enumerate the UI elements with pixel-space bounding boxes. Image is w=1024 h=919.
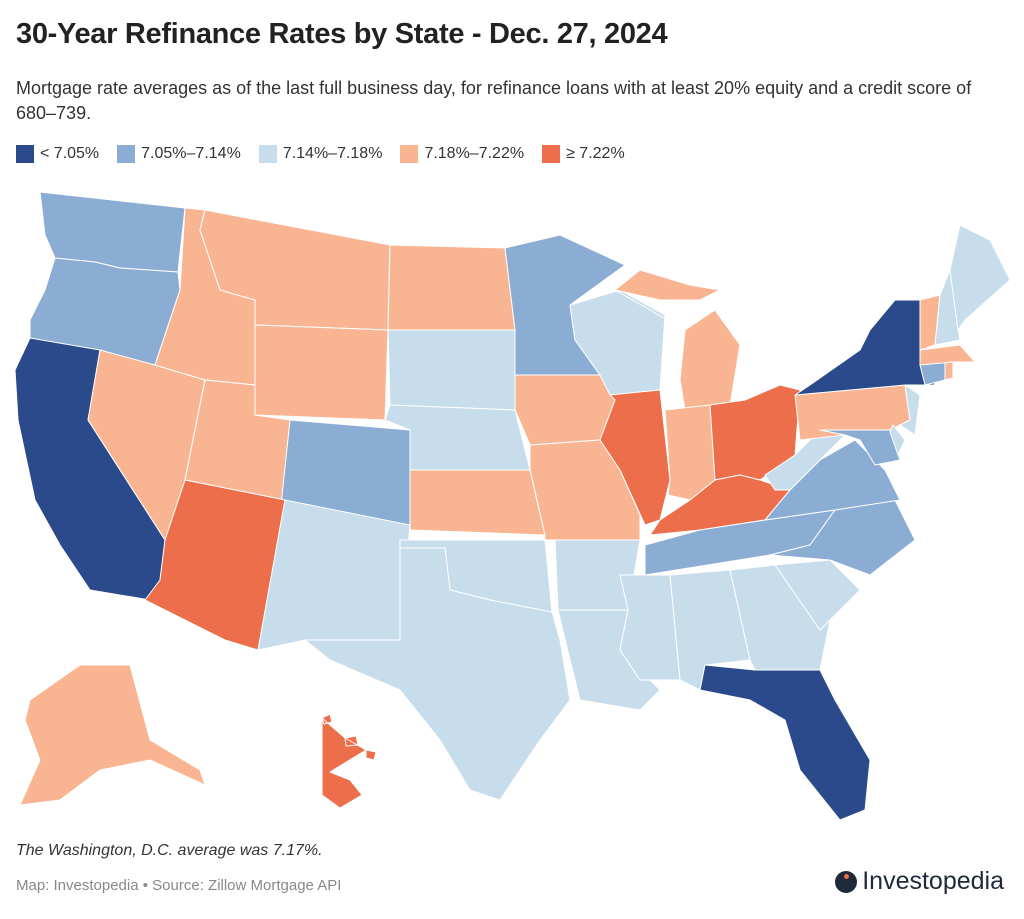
state-ma: [919, 344, 976, 366]
chart-title: 30-Year Refinance Rates by State - Dec. …: [16, 18, 668, 50]
legend-swatch: [400, 145, 419, 163]
state-mi: [614, 269, 741, 411]
us-state-map: [14, 191, 1011, 821]
state-wy: [254, 324, 389, 421]
legend: < 7.05% 7.05%–7.14% 7.14%–7.18% 7.18%–7.…: [16, 145, 625, 163]
state-nm: [257, 499, 411, 651]
state-sc: [774, 559, 861, 631]
state-ny: [794, 299, 936, 396]
state-ks: [409, 469, 546, 536]
state-il: [599, 389, 671, 526]
legend-label: 7.18%–7.22%: [424, 145, 525, 162]
legend-item: 7.18%–7.22%: [400, 145, 524, 163]
legend-label: 7.05%–7.14%: [141, 145, 241, 162]
logo-text: Investopedia: [862, 867, 1004, 895]
investopedia-logo: Investopedia: [835, 867, 1004, 896]
source-credit: Map: Investopedia • Source: Zillow Mortg…: [16, 877, 342, 894]
legend-label: < 7.05%: [40, 145, 100, 162]
legend-swatch: [542, 145, 561, 163]
state-nc: [769, 499, 916, 576]
legend-swatch: [16, 145, 34, 163]
state-nh: [934, 269, 961, 346]
state-md: [819, 429, 901, 466]
dc-note: The Washington, D.C. average was 7.17%.: [16, 842, 323, 859]
state-nj: [899, 384, 921, 436]
state-fl: [699, 664, 871, 821]
legend-swatch: [258, 145, 277, 163]
state-tx: [304, 547, 571, 801]
state-ak: [19, 664, 206, 806]
state-ia: [514, 374, 616, 446]
legend-swatch: [117, 145, 136, 163]
state-de: [889, 424, 906, 456]
legend-item: 7.05%–7.14%: [117, 145, 241, 163]
state-nd: [387, 244, 516, 331]
state-hi: [321, 713, 377, 809]
legend-item: 7.14%–7.18%: [258, 145, 383, 163]
chart-subtitle: Mortgage rate averages as of the last fu…: [16, 78, 972, 123]
legend-item: < 7.05%: [16, 145, 99, 163]
logo-mark-icon: [835, 870, 858, 893]
state-sd: [387, 329, 516, 411]
state-me: [949, 224, 1011, 331]
legend-item: ≥ 7.22%: [542, 145, 625, 163]
legend-label: ≥ 7.22%: [566, 145, 625, 162]
legend-label: 7.14%–7.18%: [282, 145, 383, 162]
